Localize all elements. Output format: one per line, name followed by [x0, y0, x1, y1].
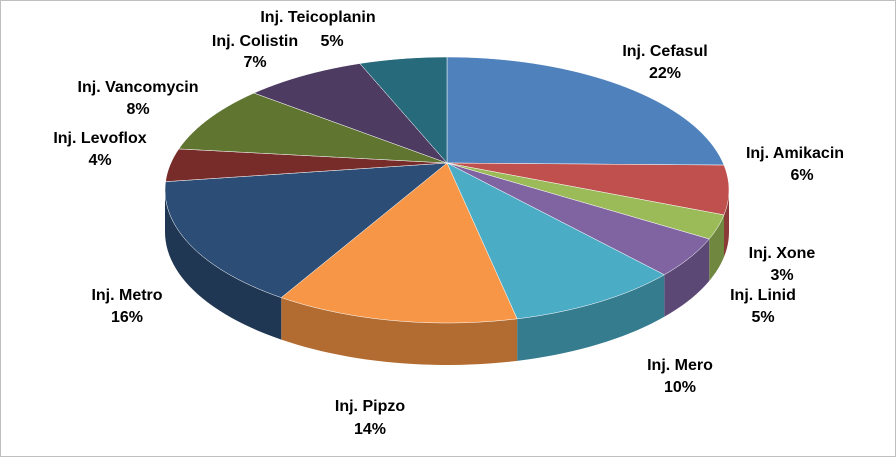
slice-value-label: 10% [664, 379, 696, 396]
slice-value-label: 8% [126, 101, 149, 118]
pie-slice-side [165, 190, 282, 340]
pie-slice-side [709, 214, 725, 281]
slice-label: Inj. Pipzo [335, 398, 405, 415]
pie-sides [165, 190, 729, 365]
pie-slice [178, 92, 448, 164]
slice-value-label: 14% [354, 421, 386, 438]
slice-value-label: 16% [111, 309, 143, 326]
slice-label: Inj. Linid [730, 287, 796, 304]
pie-slice-side [664, 238, 710, 317]
slice-value-label: 6% [790, 167, 813, 184]
slice-label: Inj. Metro [91, 287, 162, 304]
slice-label: Inj. Colistin [212, 33, 298, 50]
pie-slice [359, 56, 448, 164]
slice-value-label: 4% [88, 152, 111, 169]
pie-tops [164, 56, 730, 324]
pie-slice-side [517, 274, 665, 361]
slice-label: Inj. Cefasul [622, 43, 707, 60]
pie-slice-side [281, 297, 518, 365]
pie-slice [446, 162, 665, 320]
pie-slice [446, 162, 710, 276]
data-labels: Inj. Cefasul 22% Inj. Amikacin 6% Inj. Xone 3… [53, 9, 844, 438]
slice-value-label: 5% [320, 33, 343, 50]
slice-label: Inj. Xone [749, 245, 816, 262]
slice-value-label: 5% [751, 309, 774, 326]
pie-slice [253, 63, 448, 164]
pie-slice [446, 162, 725, 240]
slice-label: Inj. Teicoplanin [260, 9, 375, 26]
pie-slice [165, 148, 448, 182]
slice-label: Inj. Vancomycin [78, 79, 199, 96]
pie-slice [446, 56, 725, 166]
pie-slice [164, 162, 448, 298]
pie-slice [280, 162, 518, 324]
slice-label: Inj. Amikacin [746, 145, 844, 162]
slice-value-label: 7% [243, 54, 266, 71]
slice-value-label: 22% [649, 65, 681, 82]
slice-value-label: 3% [770, 267, 793, 284]
pie-slice-side [724, 190, 729, 257]
slice-label: Inj. Mero [647, 357, 713, 374]
slice-label: Inj. Levoflox [53, 130, 146, 147]
